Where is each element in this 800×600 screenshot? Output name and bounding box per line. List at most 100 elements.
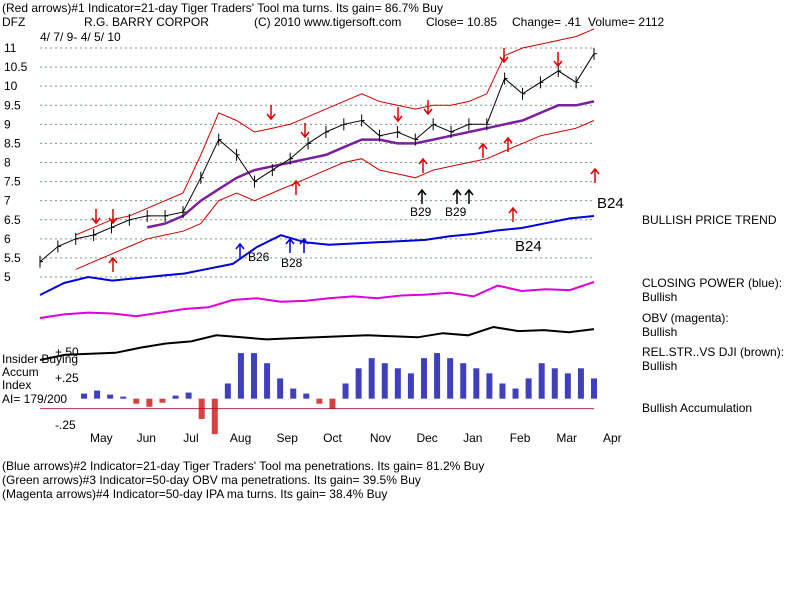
accum-bar [564,373,571,399]
accum-bar [198,398,205,419]
accum-bar [211,398,218,435]
accum-bar [107,394,114,399]
accum-tick-high: +.50 [55,345,79,359]
copyright: (C) 2010 www.tigersoft.com [254,15,402,29]
volume-value: Volume= 2112 [588,15,665,29]
header-line1: (Red arrows)#1 Indicator=21-day Tiger Tr… [2,1,443,15]
accum-bar [525,378,532,399]
obv-value: Bullish [642,325,678,339]
accum-bar [159,398,166,403]
month-label: Apr [603,431,622,445]
accum-bar [303,393,310,399]
month-label: Dec [416,431,437,445]
month-label: Jan [463,431,482,445]
buy-arrow [285,237,295,253]
footer-magenta: (Magenta arrows)#4 Indicator=50-day IPA … [2,487,388,501]
month-label: May [90,431,113,445]
sell-arrow [108,209,118,225]
buy-arrow [590,167,600,183]
accum-bar [146,398,153,407]
buy-arrow [417,188,427,204]
y-tick-label: 9 [4,117,11,131]
buy-arrow [108,256,118,272]
accum-bar [538,363,545,399]
month-label: Oct [323,431,342,445]
y-tick-label: 6 [4,232,11,246]
accum-bar [473,368,480,399]
accum-bar [316,398,323,404]
obv-title: OBV (magenta): [642,311,729,325]
y-tick-label: 10.5 [4,60,28,74]
y-tick-label: 7.5 [4,175,21,189]
moving-average [146,100,595,229]
closing-power-title: CLOSING POWER (blue): [642,276,783,290]
accum-tick-low: -.25 [55,418,76,432]
accum-bar [224,383,231,399]
sell-arrow [266,105,276,121]
rel-strength-line [39,325,595,361]
sell-arrow [553,52,563,68]
accum-bar [172,395,179,399]
closing-power-value: Bullish [642,290,678,304]
accum-bar [394,368,401,399]
annotation-b29b: B29 [445,205,467,219]
annotation-b28: B28 [281,256,303,270]
footer-green: (Green arrows)#3 Indicator=50-day OBV ma… [2,473,421,487]
accum-bar [342,383,349,399]
accum-bar [512,388,519,399]
buy-arrow [235,242,245,258]
footer-blue: (Blue arrows)#2 Indicator=21-day Tiger T… [2,459,485,473]
upper-band [75,28,595,236]
accum-bar [120,396,127,399]
index-label: Index [2,378,32,392]
month-label: Feb [510,431,531,445]
accum-bar [381,363,388,399]
company-name: R.G. BARRY CORPOR [84,15,209,29]
accum-bar [368,358,375,399]
accum-bar [591,378,597,399]
annotation-b24: B24 [515,238,542,255]
month-label: Jun [137,431,156,445]
accum-bar [329,398,336,409]
accum-bar [81,393,87,399]
buy-arrow [418,157,428,173]
buy-arrow [508,206,518,222]
accum-bar [290,388,297,399]
price-bars [39,47,597,268]
buy-arrow [299,237,309,253]
month-label: Jul [183,431,198,445]
accum-bar [460,363,467,399]
rel-strength-title: REL.STR..VS DJI (brown): [642,345,785,359]
close-value: Close= 10.85 [426,15,498,29]
y-tick-label: 11 [4,41,17,55]
y-tick-label: 7 [4,194,11,208]
rel-strength-value: Bullish [642,359,678,373]
accum-bar [264,363,271,399]
accum-bar [499,383,506,399]
sell-arrow [499,48,509,64]
ticker: DFZ [2,15,26,29]
y-tick-label: 8 [4,156,11,170]
insider-buying-label: Insider Buying [2,352,79,366]
indicator-lines [39,215,595,361]
month-label: Sep [277,431,299,445]
obv-line [39,281,595,319]
accum-bar [133,398,140,404]
ai-value: AI= 179/200 [2,392,68,406]
price-y-axis: 11 10.5 10 9.5 9 8.5 8 7.5 7 6.5 6 5.5 5 [4,41,28,284]
sell-arrow [300,123,310,139]
ma-line [146,100,595,229]
annotation-b29a: B29 [410,205,432,219]
accum-bar [185,392,192,399]
signal-arrows [91,48,600,272]
accum-bar [407,373,414,399]
month-label: Nov [370,431,391,445]
date-range: 4/ 7/ 9- 4/ 5/ 10 [40,30,121,44]
buy-arrow [291,179,301,195]
buy-arrow [478,142,488,158]
sell-arrow [393,107,403,123]
y-tick-label: 5.5 [4,251,21,265]
closing-power-line [39,215,595,296]
month-axis: May Jun Jul Aug Sep Oct Nov Dec Jan Feb Mar Apr [90,431,622,445]
